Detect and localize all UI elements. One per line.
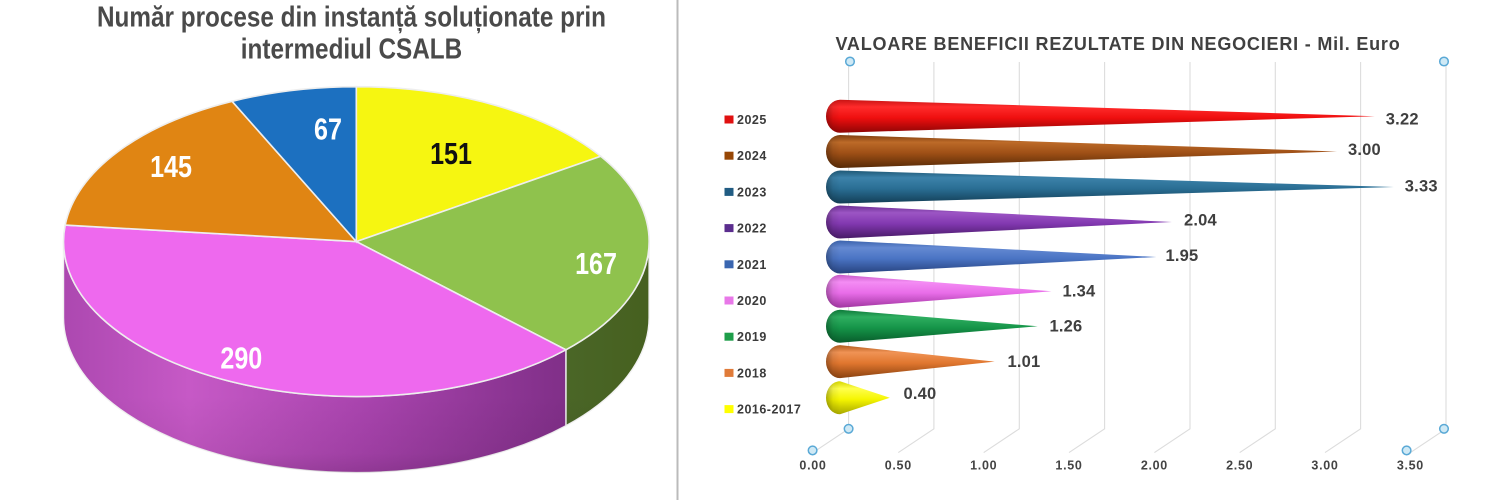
svg-text:2.04: 2.04 [1184,211,1218,229]
svg-text:145: 145 [150,148,192,183]
svg-text:1.34: 1.34 [1063,283,1097,301]
svg-text:2025: 2025 [737,113,767,127]
svg-text:1.26: 1.26 [1050,318,1083,336]
svg-text:0.00: 0.00 [799,459,826,473]
svg-text:3.33: 3.33 [1405,177,1438,195]
svg-text:2021: 2021 [737,258,767,272]
svg-text:1.00: 1.00 [970,459,997,473]
svg-text:0.40: 0.40 [904,385,937,403]
svg-text:1.01: 1.01 [1008,353,1041,371]
svg-text:151: 151 [430,135,472,170]
svg-text:VALOARE BENEFICII REZULTATE DI: VALOARE BENEFICII REZULTATE DIN NEGOCIER… [835,34,1400,54]
svg-text:1.95: 1.95 [1166,247,1199,265]
svg-text:2023: 2023 [737,185,767,199]
svg-text:2.00: 2.00 [1141,459,1168,473]
svg-text:67: 67 [314,111,342,146]
svg-text:2.50: 2.50 [1226,459,1253,473]
svg-text:290: 290 [220,340,262,375]
svg-text:2016-2017: 2016-2017 [737,403,801,417]
svg-text:2024: 2024 [737,149,767,163]
svg-text:2022: 2022 [737,222,767,236]
svg-text:3.00: 3.00 [1311,459,1338,473]
svg-text:2020: 2020 [737,294,767,308]
svg-text:0.50: 0.50 [885,459,912,473]
svg-text:3.22: 3.22 [1386,110,1419,128]
svg-text:2018: 2018 [737,366,767,380]
svg-text:3.00: 3.00 [1348,141,1381,159]
svg-text:Număr procese din instanță sol: Număr procese din instanță soluționate p… [97,0,606,33]
svg-text:167: 167 [575,245,617,280]
svg-text:3.50: 3.50 [1397,459,1424,473]
svg-text:intermediul CSALB: intermediul CSALB [241,32,462,65]
svg-text:2019: 2019 [737,330,767,344]
svg-text:1.50: 1.50 [1055,459,1082,473]
